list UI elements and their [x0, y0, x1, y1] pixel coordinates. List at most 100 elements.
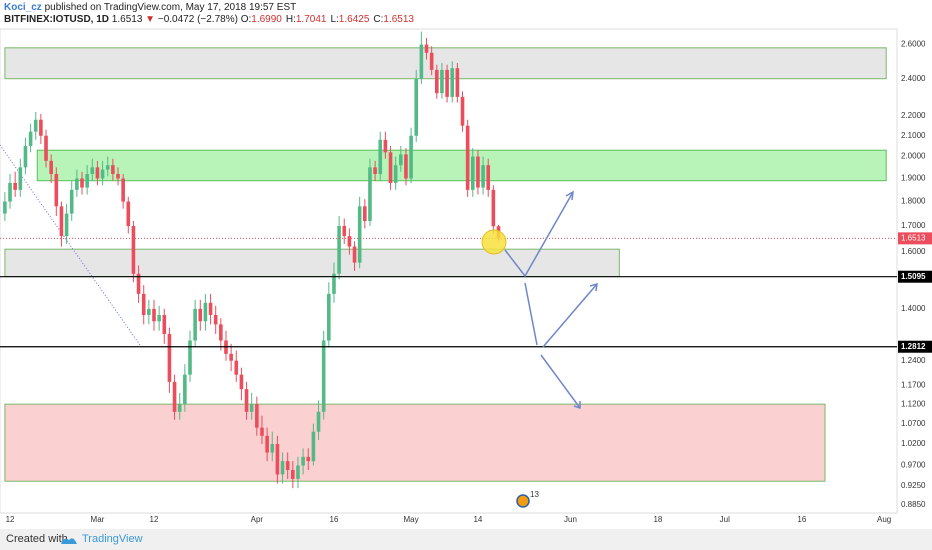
candle-body	[357, 206, 362, 263]
candle-body	[234, 360, 239, 375]
y-tick-label: 1.1700	[901, 381, 926, 390]
candle-body	[69, 189, 74, 214]
author[interactable]: Koci_cz	[4, 2, 42, 13]
candle-body	[465, 125, 470, 190]
y-tick-label: 1.0700	[901, 419, 926, 428]
footer: Created with TradingView	[0, 529, 932, 550]
candle-body	[311, 431, 316, 462]
x-tick-label: May	[404, 515, 419, 524]
ohlc-label: L:	[330, 14, 339, 25]
candle-body	[95, 167, 100, 179]
candle-body	[332, 273, 336, 294]
candle-body	[147, 308, 151, 316]
y-tick-label: 0.9700	[901, 461, 926, 470]
candle-body	[64, 213, 69, 237]
candle-body	[373, 167, 377, 174]
header: Koci_cz published on TradingView.com, Ma…	[4, 2, 904, 26]
price-tag	[898, 232, 932, 245]
candles	[3, 31, 501, 489]
level-tag	[898, 270, 932, 283]
candle-body	[167, 333, 172, 382]
candle-body	[198, 308, 203, 322]
x-axis: 12 Mar 12 Apr 16 May 14 Jun 18 Jul 16 Aug	[6, 515, 892, 524]
candle-body	[152, 308, 156, 322]
candle-body	[285, 461, 290, 470]
candle-body	[265, 435, 269, 453]
candle-body	[203, 302, 208, 322]
y-tick-label: 1.7000	[901, 221, 926, 230]
candle-body	[450, 68, 455, 97]
x-tick-label: Apr	[251, 515, 264, 524]
y-tick-label: 1.0200	[901, 439, 926, 448]
highlight-circle	[481, 229, 507, 255]
candle-body	[327, 293, 331, 341]
candle-body	[136, 273, 141, 294]
candle-body	[460, 96, 465, 126]
level-label: 1.2812	[901, 342, 926, 351]
ohlc-label: O:	[240, 14, 252, 25]
ohlc: O:1.6990 H:1.7041 L:1.6425 C:1.6513	[241, 14, 418, 25]
zones	[4, 47, 887, 482]
candle-body	[347, 236, 352, 247]
candle-body	[378, 139, 383, 174]
arrow-head	[565, 190, 574, 201]
level-tag	[898, 340, 932, 353]
x-tick-label: 18	[653, 515, 662, 524]
created-with: Created with	[6, 533, 68, 545]
candle-body	[59, 206, 64, 237]
candle-body	[404, 154, 408, 179]
publish-line: Koci_cz published on TradingView.com, Ma…	[4, 2, 904, 14]
candle-body	[126, 201, 131, 226]
candle-body	[8, 182, 12, 202]
candle-body	[429, 52, 434, 70]
y-tick-label: 1.6000	[901, 247, 926, 256]
candle-body	[491, 189, 496, 227]
y-tick-label: 2.2000	[901, 111, 926, 120]
candle-body	[105, 165, 110, 170]
candle-body	[100, 169, 105, 179]
candle-body	[321, 340, 326, 412]
candle-body	[455, 68, 460, 97]
candle-body	[342, 225, 347, 237]
x-tick-label: 12	[150, 515, 159, 524]
candle-body	[383, 139, 388, 153]
symbol-line: BITFINEX:IOTUSD, 1D 1.6513 ▼ −0.0472 (−2…	[4, 14, 904, 26]
candle-body	[172, 381, 177, 412]
x-tick-label: 14	[473, 515, 482, 524]
candle-body	[131, 225, 136, 274]
logo-shape	[61, 538, 77, 544]
candle-body	[90, 167, 95, 174]
ohlc-value: 1.7041	[295, 14, 327, 25]
candle-body	[239, 374, 244, 390]
candle-body	[18, 167, 23, 190]
y-tick-label: 2.1000	[901, 131, 926, 140]
last: 1.6513	[111, 14, 143, 25]
ohlc-label: C:	[373, 14, 384, 25]
candle-body	[393, 165, 398, 183]
candle-body	[188, 340, 192, 375]
arrow	[540, 354, 581, 409]
candle-body	[481, 165, 485, 188]
arrow	[542, 283, 598, 348]
candle-body	[476, 156, 480, 188]
candle-body	[116, 173, 120, 179]
candle-body	[219, 324, 223, 341]
candle-body	[419, 44, 424, 79]
y-tick-label: 1.2400	[901, 356, 926, 365]
candle-body	[270, 444, 275, 453]
candle-body	[296, 465, 300, 479]
brand[interactable]: TradingView	[82, 533, 143, 545]
candle-body	[316, 411, 321, 432]
y-tick-label: 0.9250	[901, 481, 926, 490]
zone	[4, 403, 826, 482]
change: −0.0472 (−2.78%)	[157, 14, 238, 25]
candle-body	[44, 135, 48, 161]
arrow-head	[573, 401, 581, 410]
candle-body	[388, 152, 393, 183]
y-tick-label: 1.1200	[901, 399, 926, 408]
candle-body	[301, 456, 305, 466]
symbol: BITFINEX:IOTUSD, 1D	[4, 14, 110, 25]
candle-body	[255, 404, 259, 428]
event-count: 13	[530, 490, 539, 499]
event-icon[interactable]	[516, 494, 530, 508]
